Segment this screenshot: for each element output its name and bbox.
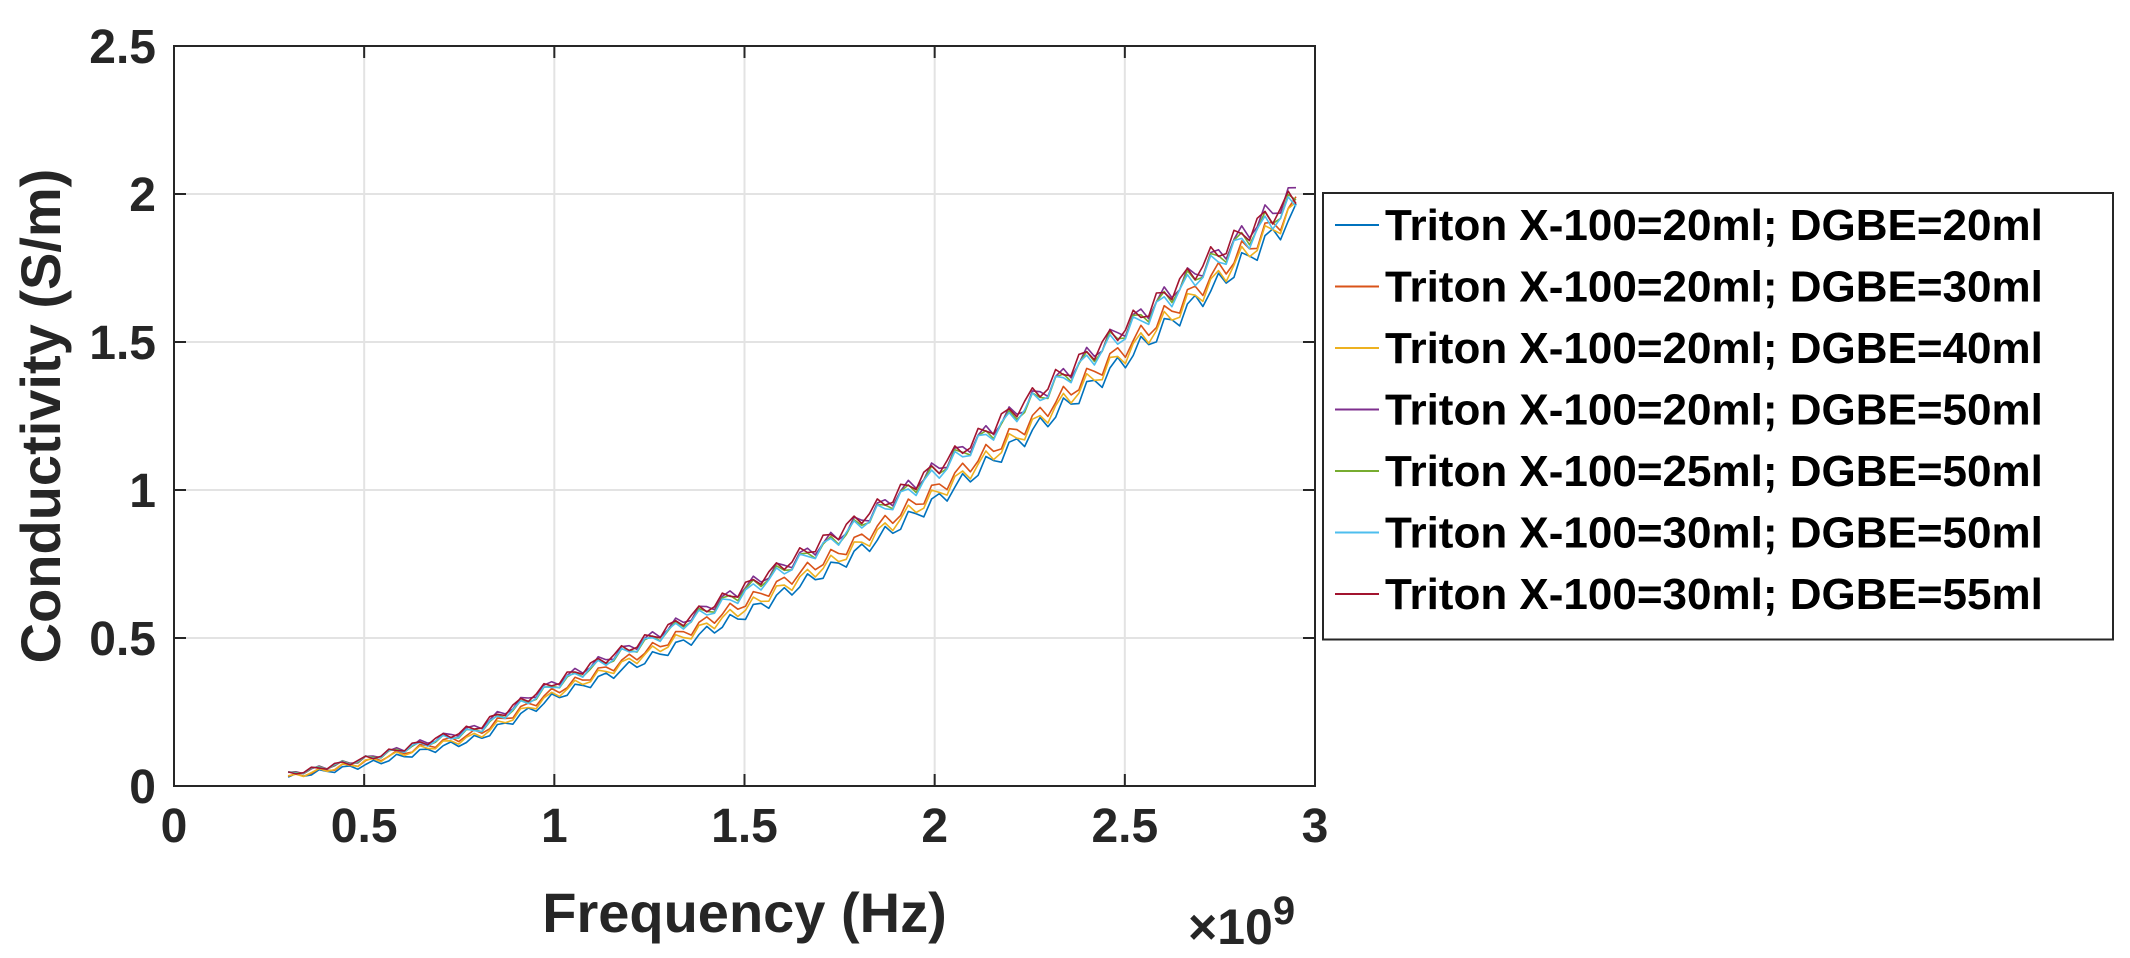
legend-label: Triton X-100=20ml; DGBE=30ml bbox=[1385, 263, 2043, 312]
y-tick-label: 2.5 bbox=[89, 21, 156, 74]
legend: Triton X-100=20ml; DGBE=20ml Triton X-100… bbox=[1322, 192, 2114, 641]
x-axis-exponent-power: 9 bbox=[1273, 889, 1295, 933]
legend-label: Triton X-100=20ml; DGBE=20ml bbox=[1385, 201, 2043, 250]
legend-label: Triton X-100=20ml; DGBE=40ml bbox=[1385, 324, 2043, 373]
legend-label: Triton X-100=30ml; DGBE=55ml bbox=[1385, 570, 2043, 619]
x-tick-label: 1 bbox=[541, 800, 568, 853]
x-tick-label: 2.5 bbox=[1091, 800, 1158, 853]
legend-label: Triton X-100=20ml; DGBE=50ml bbox=[1385, 386, 2043, 435]
x-tick-label: 0 bbox=[161, 800, 188, 853]
series-line bbox=[287, 203, 1297, 778]
legend-label: Triton X-100=25ml; DGBE=50ml bbox=[1385, 447, 2043, 496]
ticks-layer: 0 0.5 1 1.5 2 2.5 3 0 0.5 1 1.5 2 2.5 bbox=[89, 21, 1328, 853]
y-axis-title: Conductivity (S/m) bbox=[9, 169, 72, 664]
x-axis-exponent: ×109 bbox=[1188, 889, 1295, 955]
y-tick-label: 2 bbox=[129, 169, 156, 222]
x-axis-exponent-base: ×10 bbox=[1188, 899, 1273, 955]
x-tick-label: 0.5 bbox=[331, 800, 398, 853]
series-line bbox=[287, 196, 1297, 775]
x-axis-title: Frequency (Hz) bbox=[542, 881, 947, 944]
x-tick-label: 3 bbox=[1302, 800, 1329, 853]
series-line bbox=[287, 196, 1297, 778]
y-tick-label: 1 bbox=[129, 465, 156, 518]
x-tick-label: 1.5 bbox=[711, 800, 778, 853]
y-tick-label: 0 bbox=[129, 761, 156, 814]
x-tick-label: 2 bbox=[921, 800, 948, 853]
grid-lines bbox=[174, 46, 1315, 786]
series-line bbox=[287, 201, 1297, 778]
y-tick-label: 0.5 bbox=[89, 613, 156, 666]
legend-label: Triton X-100=30ml; DGBE=50ml bbox=[1385, 509, 2043, 558]
series-line bbox=[287, 190, 1297, 775]
legend-box bbox=[1322, 192, 2114, 641]
series-layer bbox=[287, 186, 1297, 778]
y-tick-label: 1.5 bbox=[89, 317, 156, 370]
